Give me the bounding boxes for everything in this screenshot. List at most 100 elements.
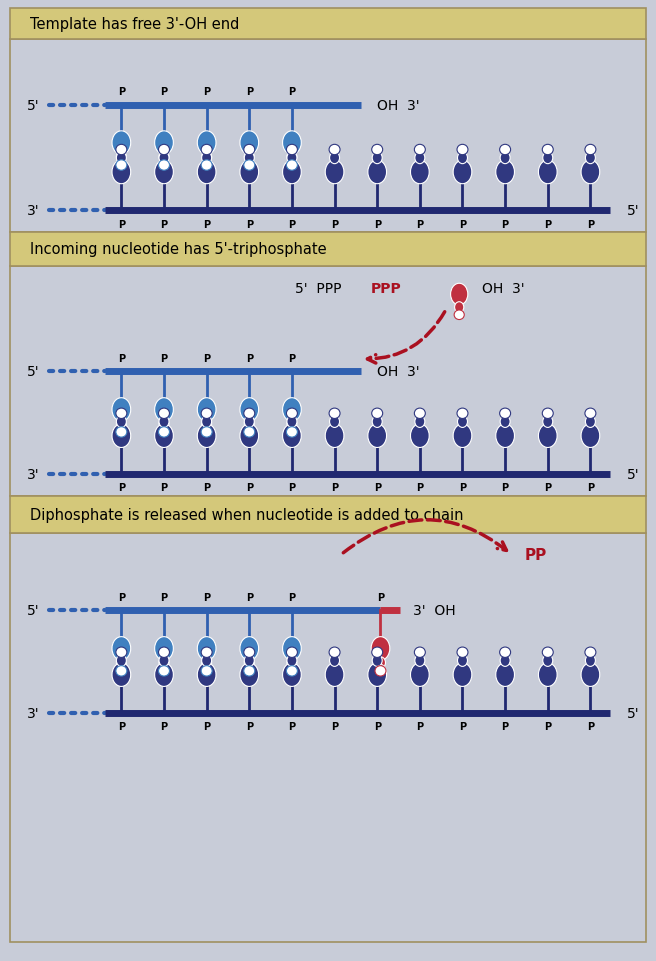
Text: P: P: [289, 483, 295, 493]
Text: P: P: [161, 86, 167, 97]
Circle shape: [201, 408, 212, 419]
Circle shape: [585, 145, 596, 156]
Ellipse shape: [539, 663, 557, 687]
Circle shape: [372, 648, 382, 657]
Circle shape: [287, 648, 297, 657]
Ellipse shape: [411, 663, 429, 687]
Text: P: P: [246, 592, 253, 602]
FancyBboxPatch shape: [10, 496, 646, 533]
Ellipse shape: [159, 416, 169, 428]
Text: 5': 5': [626, 204, 639, 218]
Circle shape: [457, 408, 468, 419]
Text: P: P: [331, 219, 338, 230]
Circle shape: [159, 428, 169, 437]
Text: P: P: [118, 483, 125, 493]
Text: P: P: [203, 219, 210, 230]
Ellipse shape: [159, 153, 169, 164]
Text: OH  3': OH 3': [482, 282, 525, 295]
Ellipse shape: [287, 654, 297, 667]
Text: P: P: [203, 86, 210, 97]
FancyBboxPatch shape: [10, 40, 646, 233]
Ellipse shape: [325, 425, 344, 448]
Circle shape: [457, 145, 468, 156]
Text: P: P: [161, 219, 167, 230]
Ellipse shape: [201, 153, 212, 164]
Text: 3': 3': [26, 706, 39, 720]
Text: P: P: [246, 722, 253, 731]
Text: P: P: [331, 483, 338, 493]
Ellipse shape: [155, 160, 173, 185]
Circle shape: [116, 145, 127, 156]
Circle shape: [244, 145, 255, 156]
Ellipse shape: [240, 425, 258, 448]
Ellipse shape: [197, 637, 216, 660]
Circle shape: [372, 408, 382, 419]
Ellipse shape: [244, 416, 255, 428]
Circle shape: [244, 666, 255, 677]
Text: P: P: [544, 722, 551, 731]
Text: PPP: PPP: [371, 282, 401, 295]
Circle shape: [329, 648, 340, 657]
Ellipse shape: [155, 425, 173, 448]
Ellipse shape: [287, 418, 297, 431]
Circle shape: [585, 408, 596, 419]
Text: P: P: [459, 722, 466, 731]
Circle shape: [116, 408, 127, 419]
Ellipse shape: [283, 425, 301, 448]
Circle shape: [415, 648, 425, 657]
Ellipse shape: [372, 654, 382, 667]
Text: 3': 3': [26, 204, 39, 218]
Text: P: P: [118, 354, 125, 363]
Ellipse shape: [496, 425, 514, 448]
Text: P: P: [502, 483, 508, 493]
Text: 5': 5': [626, 467, 639, 481]
Text: Incoming nucleotide has 5'-triphosphate: Incoming nucleotide has 5'-triphosphate: [30, 242, 326, 257]
Text: 5'  PPP: 5' PPP: [295, 282, 342, 295]
Ellipse shape: [155, 132, 173, 156]
Circle shape: [287, 160, 297, 171]
Ellipse shape: [155, 637, 173, 660]
FancyArrowPatch shape: [343, 520, 506, 554]
Ellipse shape: [283, 663, 301, 687]
Ellipse shape: [283, 398, 301, 422]
Ellipse shape: [581, 425, 600, 448]
Circle shape: [372, 145, 382, 156]
Text: P: P: [289, 219, 295, 230]
Circle shape: [244, 160, 255, 171]
Text: P: P: [587, 483, 594, 493]
Circle shape: [287, 428, 297, 437]
Text: 5': 5': [26, 98, 39, 112]
Circle shape: [415, 408, 425, 419]
FancyBboxPatch shape: [10, 266, 646, 496]
Ellipse shape: [415, 654, 425, 667]
Circle shape: [329, 408, 340, 419]
Circle shape: [454, 310, 464, 320]
Ellipse shape: [197, 663, 216, 687]
Text: P: P: [377, 592, 384, 602]
Ellipse shape: [240, 663, 258, 687]
Text: PP: PP: [525, 548, 547, 562]
Circle shape: [244, 648, 255, 657]
Circle shape: [543, 408, 553, 419]
Text: P: P: [203, 592, 210, 602]
Circle shape: [543, 648, 553, 657]
Circle shape: [116, 160, 127, 171]
Circle shape: [287, 666, 297, 677]
Ellipse shape: [371, 637, 390, 660]
Text: P: P: [118, 219, 125, 230]
Ellipse shape: [197, 160, 216, 185]
Text: P: P: [161, 592, 167, 602]
FancyBboxPatch shape: [10, 533, 646, 943]
Text: P: P: [374, 483, 380, 493]
Circle shape: [415, 145, 425, 156]
Ellipse shape: [372, 416, 382, 428]
Circle shape: [159, 666, 169, 677]
Circle shape: [500, 145, 510, 156]
Text: P: P: [459, 219, 466, 230]
Circle shape: [329, 145, 340, 156]
FancyArrowPatch shape: [367, 312, 445, 363]
Circle shape: [116, 648, 127, 657]
Circle shape: [201, 145, 212, 156]
Ellipse shape: [411, 425, 429, 448]
Ellipse shape: [112, 425, 131, 448]
